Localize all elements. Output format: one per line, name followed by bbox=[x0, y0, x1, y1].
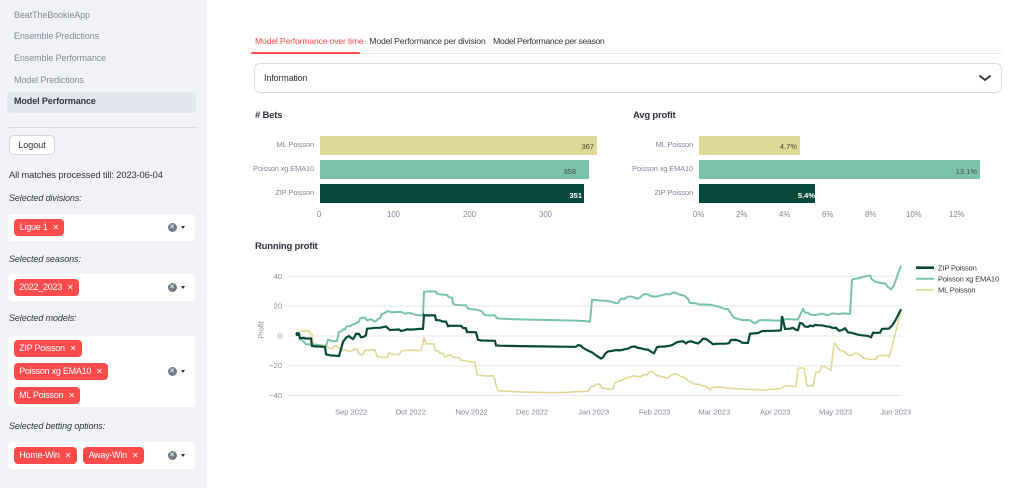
svg-text:Dec 2022: Dec 2022 bbox=[516, 408, 548, 417]
svg-text:Nov 2022: Nov 2022 bbox=[456, 408, 488, 417]
svg-text:Mar 2023: Mar 2023 bbox=[698, 408, 730, 417]
svg-text:−40: −40 bbox=[269, 391, 282, 400]
svg-text:ML Poisson: ML Poisson bbox=[938, 285, 975, 294]
svg-text:20: 20 bbox=[274, 302, 282, 311]
svg-text:−20: −20 bbox=[269, 361, 282, 370]
svg-text:Oct 2022: Oct 2022 bbox=[395, 408, 425, 417]
svg-text:0: 0 bbox=[278, 332, 282, 341]
svg-text:Jan 2023: Jan 2023 bbox=[578, 408, 609, 417]
svg-text:May 2023: May 2023 bbox=[819, 408, 852, 417]
svg-text:Feb 2023: Feb 2023 bbox=[639, 408, 671, 417]
svg-text:Profit: Profit bbox=[257, 320, 266, 338]
svg-text:ZIP Poisson: ZIP Poisson bbox=[938, 263, 977, 272]
svg-text:Poisson xg EMA10: Poisson xg EMA10 bbox=[938, 274, 999, 283]
svg-text:40: 40 bbox=[274, 272, 282, 281]
svg-text:Jun 2023: Jun 2023 bbox=[880, 408, 911, 417]
svg-text:Sep 2022: Sep 2022 bbox=[335, 408, 367, 417]
svg-text:Apr 2023: Apr 2023 bbox=[760, 408, 790, 417]
